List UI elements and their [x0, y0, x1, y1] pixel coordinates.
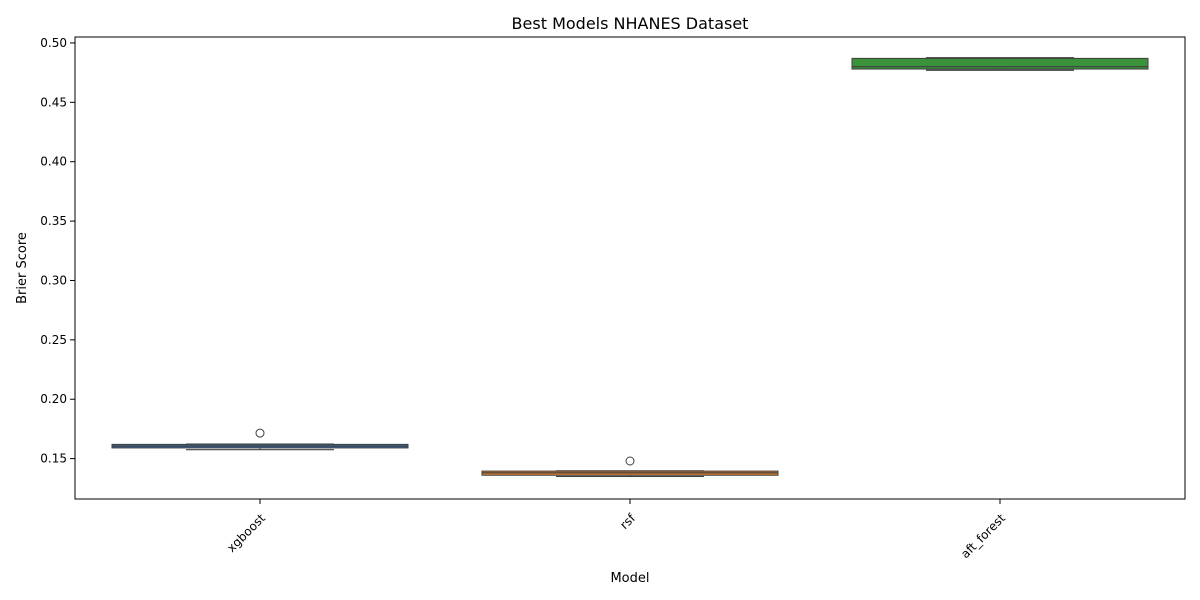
y-tick-label: 0.50 — [40, 36, 67, 50]
y-tick-label: 0.30 — [40, 273, 67, 287]
plot-frame — [74, 36, 1186, 500]
chart-title: Best Models NHANES Dataset — [512, 14, 749, 33]
x-axis-label: Model — [610, 571, 649, 586]
outlier-point — [255, 428, 265, 438]
y-tick-label: 0.25 — [40, 333, 67, 347]
y-tick-label: 0.40 — [40, 155, 67, 169]
y-axis-label: Brier Score — [15, 232, 30, 304]
box-aft_forest — [851, 57, 1149, 70]
y-tick-label: 0.15 — [40, 452, 67, 466]
y-tick-label: 0.35 — [40, 214, 67, 228]
x-tick-label: aft_forest — [958, 511, 1008, 561]
x-tick-label: rsf — [617, 511, 638, 532]
x-tick-label: xgboost — [224, 511, 268, 555]
y-tick-label: 0.45 — [40, 95, 67, 109]
y-tick-label: 0.20 — [40, 392, 67, 406]
outlier-point — [625, 456, 635, 466]
plot-area: 0.15 0.20 0.25 0.30 0.35 0.40 0.45 0.50 xgboost r… — [40, 36, 1186, 561]
